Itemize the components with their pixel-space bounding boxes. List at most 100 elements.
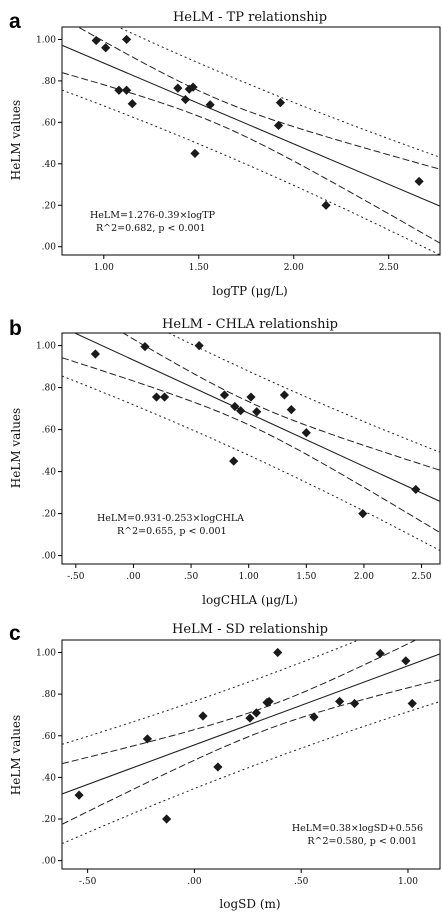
y-tick-label-c-4: .60 [42, 732, 57, 742]
fit-line-c [62, 654, 440, 794]
data-point-c-14 [376, 649, 385, 658]
data-point-c-2 [143, 734, 152, 743]
y-tick-label-b-1: .00 [42, 552, 57, 562]
y-tick-label-c-1: .00 [42, 857, 57, 867]
x-axis-label-a: logTP (μg/L) [212, 284, 288, 298]
panel-c: c HeLM - SD relationship HeLM values log… [9, 606, 440, 911]
x-tick-label-b-1: -.50 [67, 572, 85, 582]
y-tick-label-a-3: .40 [42, 160, 57, 170]
confidence-band-lower-c [62, 680, 440, 825]
equation-line2-b: R^2=0.655, p < 0.001 [117, 526, 227, 537]
data-point-c-5 [213, 762, 222, 771]
data-point-b-14 [302, 428, 311, 437]
data-point-c-4 [198, 711, 207, 720]
y-tick-label-c-6: 1.00 [36, 648, 56, 658]
chart-title-c: HeLM - SD relationship [172, 622, 328, 637]
equation-line2-c: R^2=0.580, p < 0.001 [307, 836, 417, 847]
data-point-b-9 [246, 392, 255, 401]
data-point-c-13 [350, 699, 359, 708]
x-tick-label-a-4: 2.50 [379, 263, 399, 273]
y-ticks-a: .00 .20 .40 .60 .80 1.00 [36, 35, 62, 252]
equation-a: HeLM=1.276-0.39×logTP R^2=0.682, p < 0.0… [90, 210, 216, 234]
x-ticks-a: 1.00 1.50 2.00 2.50 [94, 255, 399, 273]
x-tick-label-b-5: 1.50 [296, 572, 316, 582]
y-tick-label-b-2: .20 [42, 510, 57, 520]
data-point-a-7 [173, 84, 182, 93]
y-ticks-b: .00.20.40.60.801.00 [36, 342, 62, 562]
y-ticks-c: .00.20.40.60.801.00 [36, 648, 62, 866]
chart-title-b: HeLM - CHLA relationship [162, 317, 338, 332]
x-tick-label-b-2: .00 [126, 572, 141, 582]
x-tick-label-c-2: .00 [187, 877, 202, 887]
equation-b: HeLM=0.931-0.253×logCHLA R^2=0.655, p < … [97, 513, 244, 537]
y-tick-label-b-4: .60 [42, 426, 57, 436]
y-tick-label-b-3: .40 [42, 468, 57, 478]
data-point-a-5 [122, 86, 131, 95]
x-tick-label-b-7: 2.50 [412, 572, 432, 582]
points-b [91, 341, 421, 518]
data-point-c-10 [273, 648, 282, 657]
data-point-b-11 [229, 457, 238, 466]
x-tick-label-a-3: 2.00 [284, 263, 304, 273]
x-tick-label-c-3: .50 [294, 877, 309, 887]
confidence-band-lower-b [62, 358, 440, 533]
x-tick-label-a-1: 1.00 [94, 263, 114, 273]
x-tick-label-b-4: 1.00 [239, 572, 259, 582]
data-point-c-11 [309, 712, 318, 721]
points-c [74, 648, 416, 824]
panel-letter-c: c [9, 622, 21, 645]
x-tick-label-c-1: -.50 [79, 877, 97, 887]
equation-c: HeLM=0.38×logSD+0.556 R^2=0.580, p < 0.0… [292, 823, 423, 847]
y-tick-label-a-4: .60 [42, 118, 57, 128]
data-point-a-16 [415, 177, 424, 186]
equation-line2-a: R^2=0.682, p < 0.001 [96, 223, 206, 234]
y-tick-label-c-5: .80 [42, 690, 57, 700]
y-tick-label-a-6: 1.00 [36, 35, 56, 45]
data-point-a-12 [206, 100, 215, 109]
y-axis-label-a: HeLM values [9, 100, 23, 180]
data-point-b-15 [358, 509, 367, 518]
data-point-b-13 [287, 405, 296, 414]
data-point-c-1 [74, 790, 83, 799]
data-point-b-5 [195, 341, 204, 350]
x-ticks-b: -.50 .00 .50 1.00 1.50 2.00 2.50 [67, 564, 432, 582]
equation-line1-b: HeLM=0.931-0.253×logCHLA [97, 513, 244, 524]
data-point-b-1 [91, 349, 100, 358]
data-point-b-16 [411, 485, 420, 494]
x-axis-label-c: logSD (m) [219, 897, 280, 911]
x-tick-label-c-4: 1.00 [398, 877, 418, 887]
panel-letter-b: b [9, 317, 22, 340]
data-point-b-4 [160, 392, 169, 401]
x-tick-label-b-6: 2.00 [354, 572, 374, 582]
data-point-c-6 [245, 713, 254, 722]
y-tick-label-c-2: .20 [42, 815, 57, 825]
data-point-c-16 [408, 699, 417, 708]
data-point-a-15 [321, 201, 330, 210]
y-tick-label-a-1: .00 [42, 243, 57, 253]
panel-a: a HeLM - TP relationship HeLM values log… [9, 1, 440, 299]
y-axis-label-c: HeLM values [9, 715, 23, 795]
data-point-a-13 [274, 121, 283, 130]
data-point-a-11 [190, 149, 199, 158]
panel-letter-a: a [9, 10, 21, 33]
data-point-c-3 [162, 814, 171, 823]
plot-frame-c [62, 640, 440, 869]
y-tick-label-b-5: .80 [42, 384, 57, 394]
y-axis-label-b: HeLM values [9, 408, 23, 488]
fit-line-b [62, 327, 440, 501]
y-tick-label-a-2: .20 [42, 201, 57, 211]
x-tick-label-a-2: 1.50 [189, 263, 209, 273]
data-point-a-14 [276, 98, 285, 107]
y-tick-label-a-5: .80 [42, 77, 57, 87]
chart-title-a: HeLM - TP relationship [173, 10, 327, 25]
data-point-b-2 [140, 342, 149, 351]
bands-c [62, 606, 440, 843]
data-point-b-3 [152, 392, 161, 401]
data-point-c-15 [401, 656, 410, 665]
data-point-a-3 [122, 35, 131, 44]
x-tick-label-b-3: .50 [184, 572, 199, 582]
x-ticks-c: -.50 .00 .50 1.00 [79, 869, 418, 887]
fit-line-a [62, 45, 440, 206]
data-point-a-1 [92, 36, 101, 45]
